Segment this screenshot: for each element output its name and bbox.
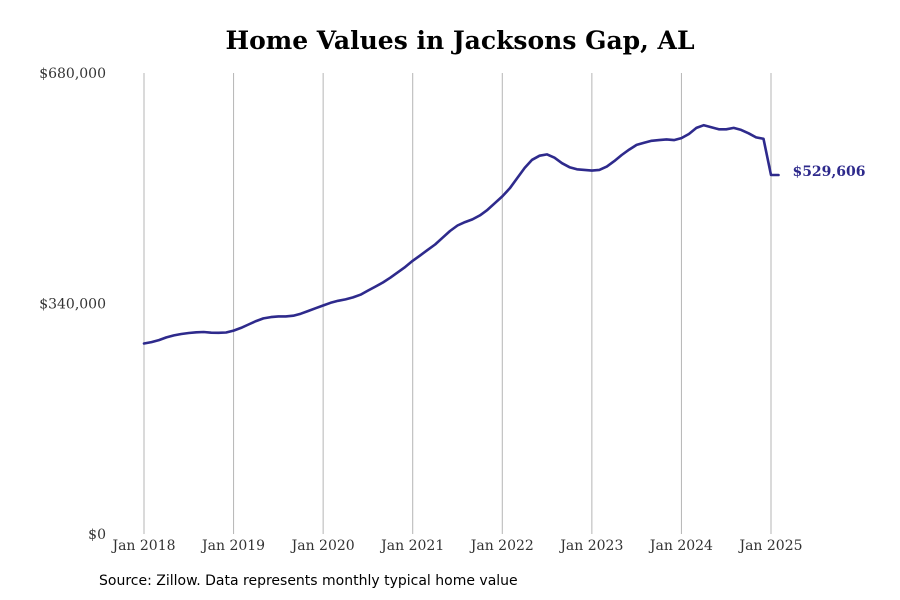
x-tick-label: Jan 2021 [379,538,444,554]
y-tick-label: $680,000 [39,66,106,82]
x-tick-label: Jan 2025 [737,538,802,554]
grid-lines [143,73,772,534]
x-tick-label: Jan 2024 [648,538,713,554]
x-tick-label: Jan 2022 [469,538,534,554]
x-axis-labels: Jan 2018 Jan 2019 Jan 2020 Jan 2021 Jan 2022… [110,538,802,554]
end-value-label: $529,606 [792,164,865,180]
x-tick-label: Jan 2019 [200,538,265,554]
chart-title: Home Values in Jacksons Gap, AL [225,26,695,55]
y-axis-labels: $0 $340,000 $680,000 [39,66,106,543]
x-tick-label: Jan 2020 [290,538,355,554]
y-tick-label: $340,000 [39,297,106,313]
y-tick-label: $0 [88,527,106,543]
x-tick-label: Jan 2018 [110,538,175,554]
x-tick-label: Jan 2023 [558,538,623,554]
series-line [142,123,780,345]
source-note: Source: Zillow. Data represents monthly … [99,573,518,589]
